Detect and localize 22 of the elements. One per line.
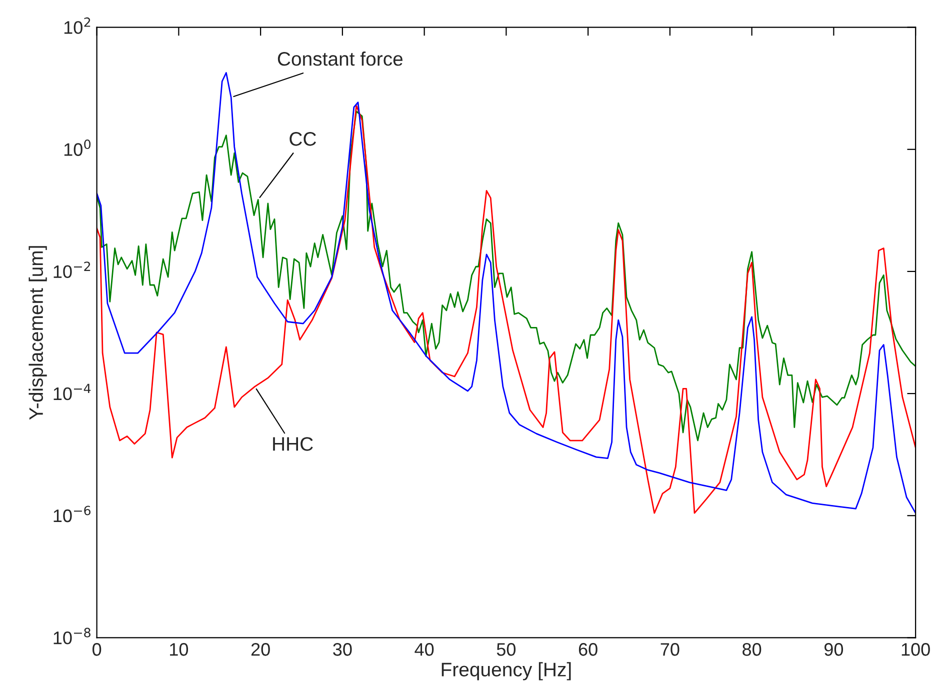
x-tick-label: 40 — [414, 643, 434, 656]
x-tick-label: 90 — [824, 643, 844, 656]
y-tick-label: 10$^{0}$ — [64, 139, 91, 156]
x-tick-label: 0 — [92, 643, 102, 656]
y-tick-label: 10$^{−2}$ — [54, 262, 90, 278]
y-axis-title: Y-displacement [um] — [28, 246, 47, 420]
annotation: Constant force — [278, 52, 403, 66]
y-tick-label: 10$^{2}$ — [64, 17, 90, 34]
x-tick-label: 100 — [902, 643, 930, 656]
x-tick-label: 60 — [578, 643, 598, 656]
x-tick-label: 10 — [170, 643, 188, 656]
y-tick-label: 10$^{−4}$ — [54, 384, 91, 400]
x-tick-label: 50 — [496, 643, 516, 656]
annotation: CC — [290, 132, 316, 146]
x-tick-label: 70 — [660, 643, 680, 656]
x-tick-label: 80 — [742, 643, 762, 656]
x-tick-label: 30 — [333, 643, 352, 656]
annotation: HHC — [273, 437, 313, 451]
y-tick-label: 10$^{−6}$ — [54, 506, 91, 522]
x-tick-label: 20 — [251, 643, 270, 656]
x-axis-title: Frequency [Hz] — [442, 662, 571, 680]
y-tick-label: 10$^{−8}$ — [54, 628, 90, 644]
